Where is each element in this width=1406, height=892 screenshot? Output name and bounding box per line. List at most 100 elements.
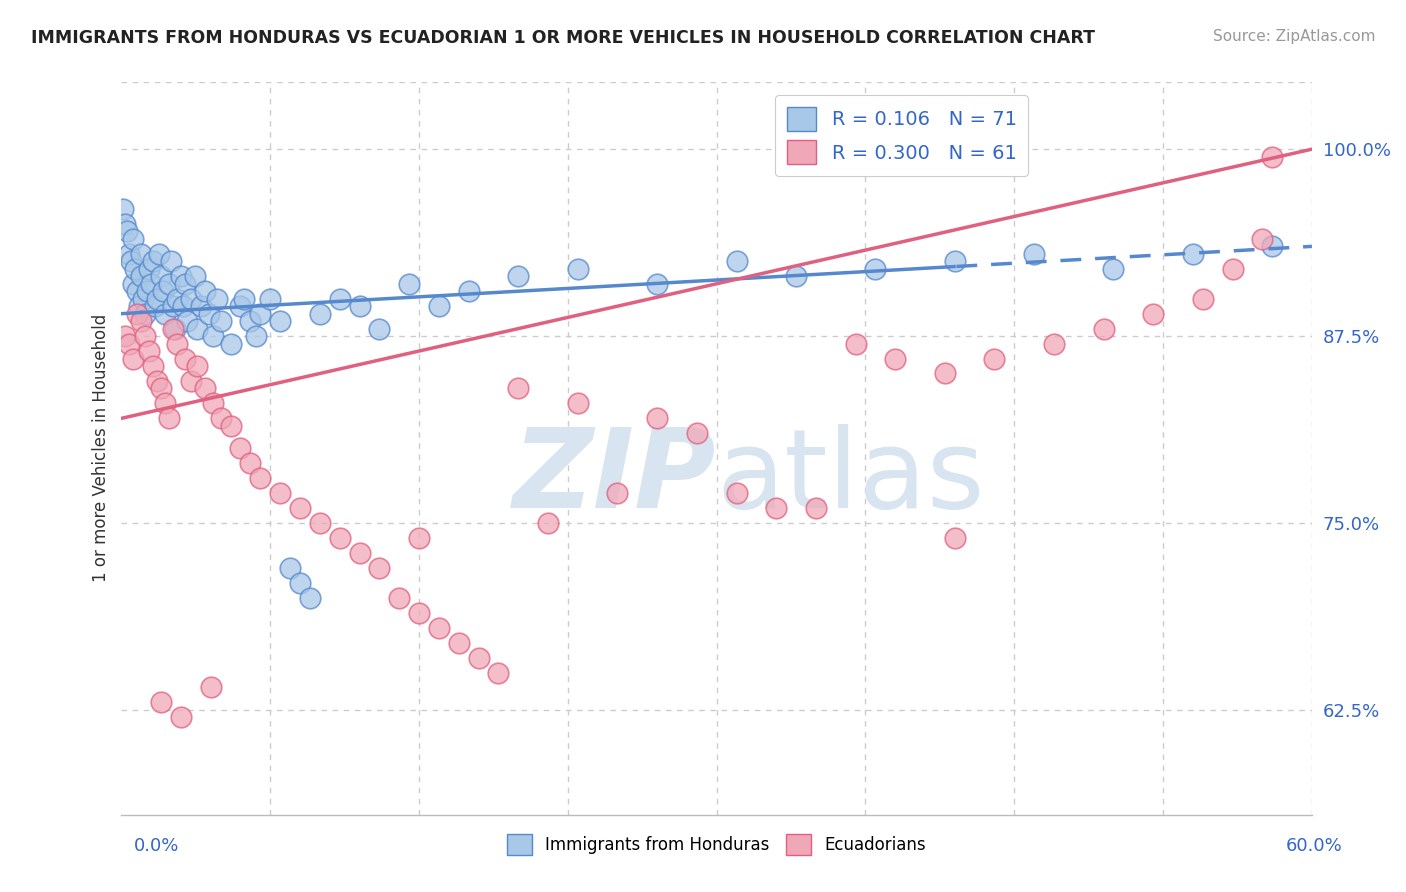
Point: [765, 501, 787, 516]
Point: [129, 269, 152, 284]
Point: [190, 299, 212, 313]
Point: [308, 516, 330, 530]
Point: [1222, 261, 1244, 276]
Point: [153, 396, 176, 410]
Point: [143, 299, 166, 313]
Point: [132, 292, 155, 306]
Point: [645, 277, 668, 291]
Point: [162, 299, 184, 313]
Point: [134, 307, 156, 321]
Text: atlas: atlas: [717, 424, 986, 531]
Point: [606, 486, 628, 500]
Point: [368, 321, 391, 335]
Point: [209, 314, 232, 328]
Point: [249, 307, 271, 321]
Point: [166, 292, 188, 306]
Point: [150, 269, 173, 284]
Point: [1024, 247, 1046, 261]
Point: [943, 254, 966, 268]
Point: [229, 299, 252, 313]
Point: [152, 284, 174, 298]
Point: [239, 314, 262, 328]
Point: [184, 269, 207, 284]
Point: [645, 411, 668, 425]
Point: [508, 269, 530, 284]
Point: [186, 359, 208, 373]
Point: [884, 351, 907, 366]
Point: [166, 336, 188, 351]
Y-axis label: 1 or more Vehicles in Household: 1 or more Vehicles in Household: [93, 314, 110, 582]
Point: [865, 261, 887, 276]
Point: [388, 591, 411, 605]
Point: [349, 546, 371, 560]
Point: [269, 314, 291, 328]
Point: [349, 299, 371, 313]
Point: [1261, 150, 1284, 164]
Point: [148, 247, 170, 261]
Point: [174, 351, 197, 366]
Point: [122, 277, 145, 291]
Point: [298, 591, 321, 605]
Point: [176, 314, 198, 328]
Point: [162, 321, 184, 335]
Point: [427, 621, 450, 635]
Point: [467, 650, 489, 665]
Point: [114, 329, 136, 343]
Point: [129, 247, 152, 261]
Point: [136, 284, 159, 298]
Point: [163, 321, 186, 335]
Text: IMMIGRANTS FROM HONDURAS VS ECUADORIAN 1 OR MORE VEHICLES IN HOUSEHOLD CORRELATI: IMMIGRANTS FROM HONDURAS VS ECUADORIAN 1…: [31, 29, 1095, 46]
Point: [142, 254, 165, 268]
Point: [943, 531, 966, 545]
Point: [457, 284, 479, 298]
Point: [197, 307, 219, 321]
Point: [129, 314, 152, 328]
Point: [157, 277, 180, 291]
Point: [114, 217, 136, 231]
Point: [201, 329, 224, 343]
Point: [269, 486, 291, 500]
Point: [1181, 247, 1204, 261]
Point: [447, 635, 470, 649]
Point: [725, 254, 748, 268]
Point: [174, 277, 197, 291]
Point: [408, 606, 430, 620]
Point: [172, 299, 194, 313]
Point: [537, 516, 560, 530]
Point: [1191, 292, 1213, 306]
Point: [278, 561, 301, 575]
Point: [229, 442, 252, 455]
Point: [288, 575, 311, 590]
Text: 60.0%: 60.0%: [1286, 837, 1343, 855]
Point: [983, 351, 1005, 366]
Point: [122, 232, 145, 246]
Point: [146, 292, 169, 306]
Point: [1102, 261, 1125, 276]
Point: [150, 695, 173, 709]
Point: [329, 292, 352, 306]
Point: [245, 329, 267, 343]
Point: [118, 247, 141, 261]
Point: [368, 561, 391, 575]
Point: [201, 396, 224, 410]
Point: [138, 344, 160, 359]
Text: Source: ZipAtlas.com: Source: ZipAtlas.com: [1212, 29, 1375, 44]
Point: [219, 418, 242, 433]
Text: ZIP: ZIP: [513, 424, 717, 531]
Point: [1251, 232, 1274, 246]
Point: [1043, 336, 1066, 351]
Point: [288, 501, 311, 516]
Point: [804, 501, 827, 516]
Point: [128, 299, 150, 313]
Point: [486, 665, 509, 680]
Point: [170, 269, 193, 284]
Point: [146, 374, 169, 388]
Point: [194, 284, 217, 298]
Point: [200, 681, 222, 695]
Point: [127, 284, 149, 298]
Point: [219, 336, 242, 351]
Point: [1092, 321, 1115, 335]
Point: [249, 471, 271, 485]
Point: [180, 292, 202, 306]
Point: [209, 411, 232, 425]
